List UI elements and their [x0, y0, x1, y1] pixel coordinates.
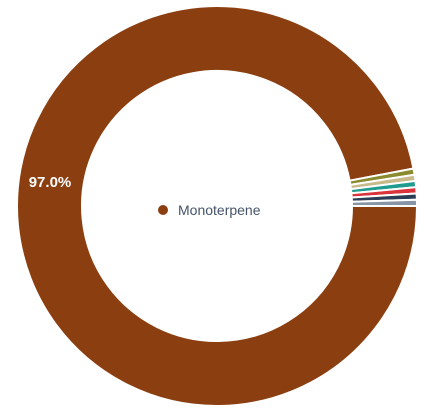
slice-group [16, 5, 419, 407]
donut-slice[interactable] [16, 5, 419, 407]
donut-slice[interactable] [350, 198, 419, 207]
legend-marker [158, 205, 168, 215]
legend-label: Monoterpene [178, 202, 261, 218]
slice-percent-label: 97.0% [29, 174, 72, 191]
center-legend[interactable]: Monoterpene [158, 202, 261, 218]
